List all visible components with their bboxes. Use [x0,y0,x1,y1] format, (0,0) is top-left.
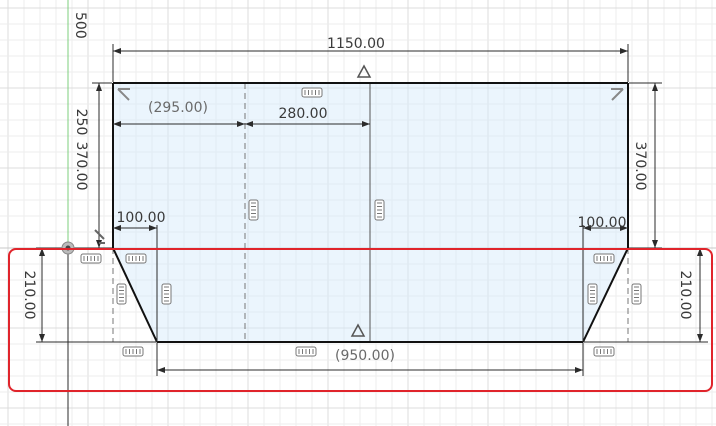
horizontal-constraint-icon[interactable] [301,87,323,98]
coincident-corner-icon[interactable] [94,229,105,244]
horizontal-constraint-icon[interactable] [80,253,102,264]
vertical-constraint-icon[interactable] [248,199,259,221]
dimension-right-chamfer-label: 100.00 [578,215,627,231]
dimension-left-height[interactable]: 370.00 250 [73,82,112,248]
vertical-constraint-icon[interactable] [587,283,598,305]
dimension-left-height-label: 370.00 [73,142,89,191]
coincident-corner-icon[interactable] [611,88,624,101]
horizontal-constraint-icon[interactable] [593,346,615,357]
dimension-left-chamfer[interactable]: 100.00 [113,210,166,342]
vertical-constraint-icon[interactable] [116,283,127,305]
sketch-edges[interactable] [112,82,629,343]
horizontal-constraint-icon[interactable] [593,253,615,264]
dimension-left-ref-width[interactable]: (295.00) [113,100,245,127]
coincident-corner-icon[interactable] [117,88,130,101]
dimension-overall-width[interactable]: 1150.00 [112,36,629,82]
horizontal-constraint-icon[interactable] [295,346,317,357]
horizontal-constraint-icon[interactable] [122,346,144,357]
dimension-inner-width[interactable]: 280.00 [245,106,370,127]
dimension-left-lower-height-label: 210.00 [21,271,37,320]
dimension-inner-width-label: 280.00 [279,106,328,122]
dimension-right-height-label: 370.00 [632,142,648,191]
dimension-left-ref-width-label: (295.00) [148,100,208,116]
dimension-left-chamfer-label: 100.00 [117,210,166,226]
vertical-constraint-icon[interactable] [374,199,385,221]
left-chamfer-edge[interactable] [112,247,158,343]
dimension-right-lower-height[interactable]: 210.00 [584,248,708,343]
dimension-bottom-ref-width[interactable]: (950.00) [156,343,584,376]
axis-label: 500 [72,12,88,39]
dimension-right-chamfer[interactable]: 100.00 [578,215,629,342]
vertical-constraint-icon[interactable] [161,283,172,305]
dimension-right-lower-height-label: 210.00 [677,271,693,320]
midpoint-triangle-icon[interactable] [350,323,366,337]
right-chamfer-edge[interactable] [582,247,629,343]
dimension-bottom-ref-width-label: (950.00) [335,348,395,364]
midpoint-triangle-icon[interactable] [356,64,372,78]
vertical-constraint-icon[interactable] [631,283,642,305]
dimension-left-total-height-label: 250 [73,109,89,136]
horizontal-constraint-icon[interactable] [125,253,147,264]
dimension-right-height[interactable]: 370.00 [629,82,662,249]
dimension-overall-width-label: 1150.00 [327,36,385,52]
selection-window[interactable] [8,248,713,392]
